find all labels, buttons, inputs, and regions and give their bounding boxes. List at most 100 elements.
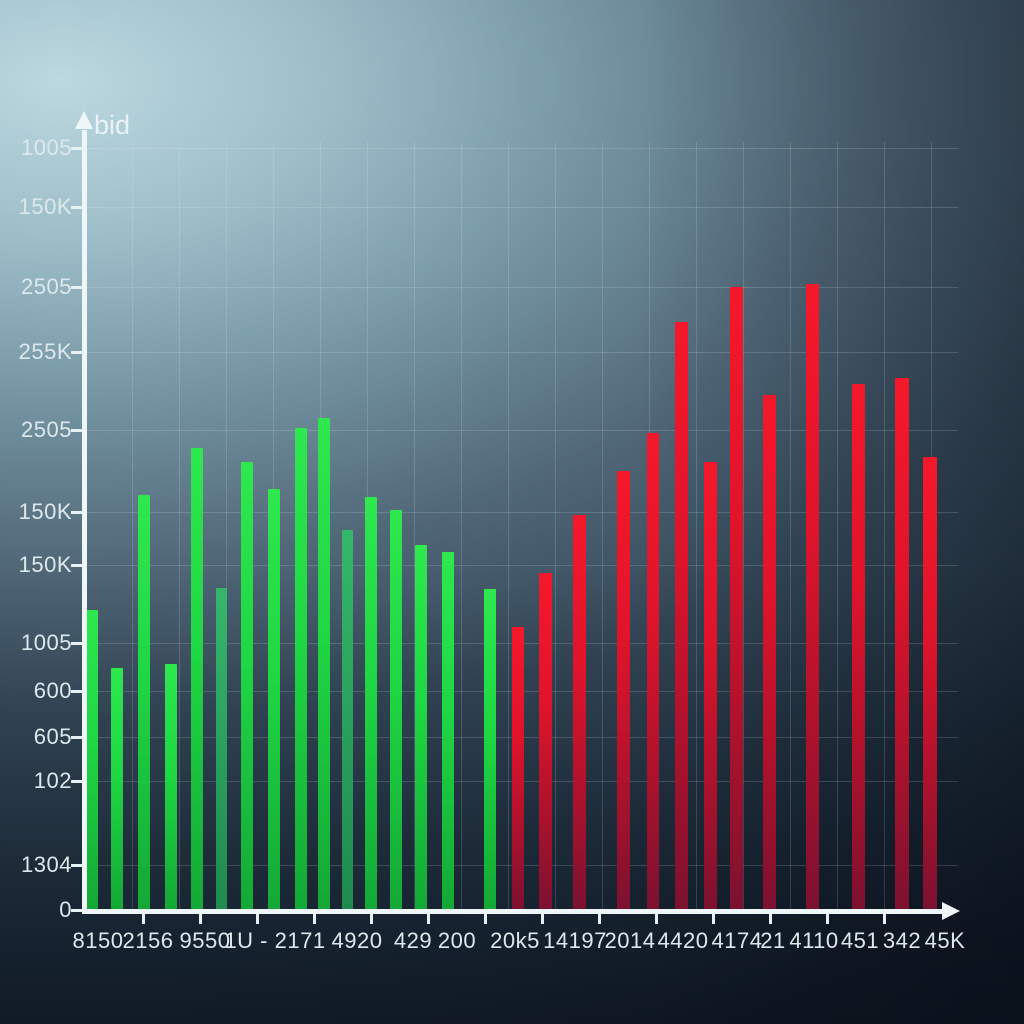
x-tick-label: 200	[437, 928, 477, 953]
x-tick	[256, 914, 259, 924]
x-axis-arrow-icon	[942, 902, 960, 920]
bar	[295, 428, 307, 910]
bar	[923, 457, 937, 910]
y-axis-arrow-icon	[75, 111, 93, 129]
y-tick-label: 255K	[18, 339, 72, 364]
gridline-v	[743, 142, 744, 910]
gridline-v	[414, 142, 415, 910]
x-tick-label: 14197	[543, 928, 607, 953]
gridline-v	[884, 142, 885, 910]
gridline-v	[132, 142, 133, 910]
y-tick	[71, 351, 82, 354]
y-tick	[71, 690, 82, 693]
x-tick-label: 20k5	[490, 928, 540, 953]
gridline-v	[555, 142, 556, 910]
x-tick-label: 8150	[72, 928, 124, 953]
bar	[442, 552, 454, 910]
gridline-v	[602, 142, 603, 910]
x-tick	[142, 914, 145, 924]
y-tick-label: 1005	[21, 135, 72, 160]
x-tick-label: 451	[840, 928, 880, 953]
y-tick-label: 2505	[21, 417, 72, 442]
gridline-v	[226, 142, 227, 910]
x-tick-label: 9550	[179, 928, 231, 953]
y-tick	[71, 564, 82, 567]
x-tick-label: 2156	[122, 928, 174, 953]
x-tick-label: 342	[882, 928, 922, 953]
y-tick-label: 605	[33, 724, 72, 749]
bar	[365, 497, 377, 910]
y-tick	[71, 642, 82, 645]
y-tick	[71, 736, 82, 739]
bar	[111, 668, 123, 910]
bar	[216, 588, 227, 910]
x-tick-label: 4920	[331, 928, 383, 953]
x-tick	[199, 914, 202, 924]
gridline-v	[696, 142, 697, 910]
gridline-h	[85, 207, 958, 208]
y-tick	[71, 780, 82, 783]
bar	[342, 530, 353, 910]
x-tick-label: 4174	[711, 928, 763, 953]
bar	[390, 510, 402, 910]
bar	[852, 384, 865, 910]
y-tick	[71, 511, 82, 514]
axis-title: bid	[94, 110, 131, 140]
y-tick	[71, 206, 82, 209]
y-tick-label: 2505	[21, 274, 72, 299]
x-tick	[598, 914, 601, 924]
gridline-h	[85, 565, 958, 566]
x-tick	[427, 914, 430, 924]
x-tick	[313, 914, 316, 924]
gridline-v	[790, 142, 791, 910]
x-tick	[712, 914, 715, 924]
bar	[647, 433, 659, 910]
x-tick	[826, 914, 829, 924]
gridline-h	[85, 430, 958, 431]
bar	[415, 545, 427, 910]
gridline-h	[85, 352, 958, 353]
bar	[512, 627, 524, 910]
bar	[86, 610, 98, 910]
x-tick-label: 21	[760, 928, 786, 953]
bar	[573, 515, 586, 910]
bar	[539, 573, 552, 910]
bar	[704, 462, 717, 910]
x-tick-label: 4420	[657, 928, 709, 953]
bar	[484, 589, 496, 910]
y-tick-label: 600	[33, 678, 72, 703]
gridline-v	[508, 142, 509, 910]
bar	[191, 448, 203, 910]
gridline-v	[837, 142, 838, 910]
x-tick-label: 4110	[789, 928, 839, 953]
y-tick-label: 0	[59, 897, 72, 922]
gridline-h	[85, 287, 958, 288]
bar	[138, 495, 150, 910]
y-tick	[71, 429, 82, 432]
x-tick	[484, 914, 487, 924]
gridline-v	[179, 142, 180, 910]
x-tick	[541, 914, 544, 924]
y-tick	[71, 286, 82, 289]
gridline-h	[85, 148, 958, 149]
y-tick	[71, 909, 82, 912]
x-tick	[883, 914, 886, 924]
x-tick-label: 2014	[604, 928, 656, 953]
x-tick	[370, 914, 373, 924]
bar	[763, 395, 776, 910]
bar	[806, 284, 819, 910]
bar	[241, 462, 253, 910]
bar	[675, 322, 688, 910]
bar	[165, 664, 177, 910]
y-tick-label: 1304	[21, 852, 72, 877]
x-tick	[655, 914, 658, 924]
y-tick-label: 150K	[18, 194, 72, 219]
x-tick-label: 429	[393, 928, 433, 953]
y-tick-label: 1005	[21, 630, 72, 655]
gridline-v	[461, 142, 462, 910]
x-tick-label: 45K	[924, 928, 966, 953]
x-tick	[769, 914, 772, 924]
y-tick-label: 150K	[18, 499, 72, 524]
bar	[268, 489, 280, 910]
